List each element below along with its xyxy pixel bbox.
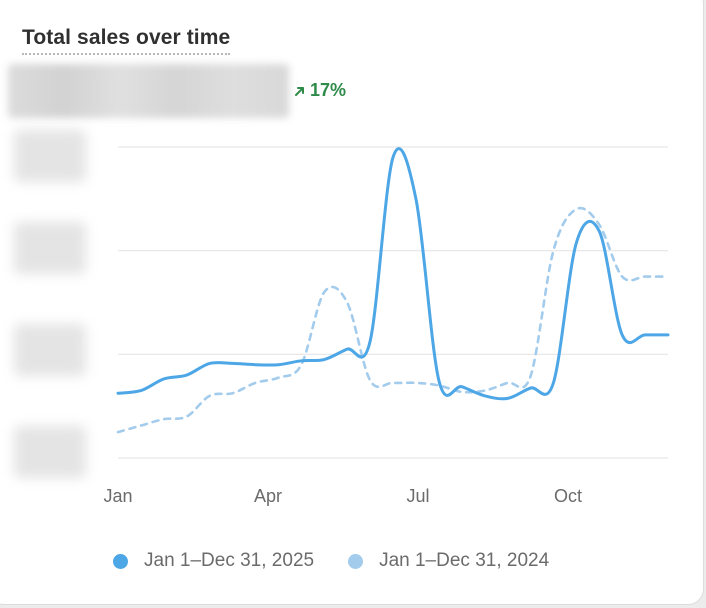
y-tick-label-obscured [14,222,86,274]
chart-title[interactable]: Total sales over time [22,26,231,55]
x-tick-label: Jul [406,486,430,506]
x-tick-label: Jan [103,486,133,506]
total-sales-value-obscured [8,64,289,118]
chart-legend: Jan 1–Dec 31, 2025 Jan 1–Dec 31, 2024 [113,550,549,572]
arrow-up-right-icon [294,85,306,97]
legend-label-previous: Jan 1–Dec 31, 2024 [379,550,550,571]
x-tick-label: Oct [553,486,583,506]
change-percent: 17% [310,80,347,100]
legend-item-current[interactable]: Jan 1–Dec 31, 2025 [113,550,314,572]
change-indicator: 17% [294,80,346,101]
legend-swatch-current [113,553,128,569]
y-tick-label-obscured [14,426,86,478]
series-line-previous[interactable] [116,206,670,434]
legend-swatch-previous [348,553,364,569]
y-tick-label-obscured [14,324,86,376]
legend-label-current: Jan 1–Dec 31, 2025 [144,550,315,571]
x-tick-label: Apr [253,486,283,506]
y-tick-label-obscured [14,130,86,182]
series-line-current[interactable] [116,147,670,401]
legend-item-previous[interactable]: Jan 1–Dec 31, 2024 [348,550,549,572]
